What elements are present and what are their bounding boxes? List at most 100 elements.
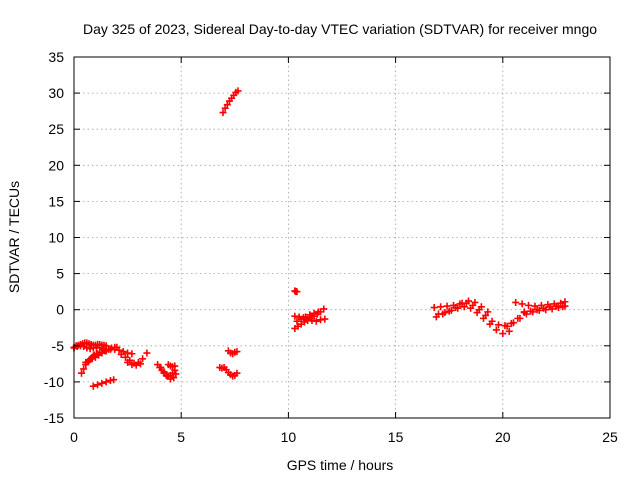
series-arc-11 xyxy=(164,361,179,371)
data-point xyxy=(115,346,123,354)
data-point xyxy=(320,305,328,313)
data-point xyxy=(484,308,492,316)
data-point xyxy=(233,369,241,377)
data-points xyxy=(70,87,569,390)
data-point xyxy=(98,348,106,356)
data-point xyxy=(139,355,147,363)
data-point xyxy=(518,300,526,308)
y-tick-label: -10 xyxy=(44,374,64,390)
data-point xyxy=(170,374,178,382)
data-point xyxy=(460,303,468,311)
data-point xyxy=(102,378,110,386)
x-tick-label: 25 xyxy=(602,429,618,445)
data-point xyxy=(471,298,479,306)
data-point xyxy=(557,299,565,307)
data-point xyxy=(80,343,88,351)
data-point xyxy=(499,330,507,338)
data-point xyxy=(293,288,301,296)
data-point xyxy=(302,313,310,321)
data-point xyxy=(445,307,453,315)
series-arc-5 xyxy=(89,345,136,360)
series-arc-10 xyxy=(154,361,180,383)
data-point xyxy=(510,319,518,327)
data-point xyxy=(171,362,179,370)
y-tick-label: -15 xyxy=(44,410,64,426)
data-point xyxy=(527,307,535,315)
data-point xyxy=(89,382,97,390)
data-point xyxy=(121,353,129,361)
data-point xyxy=(128,350,136,358)
grid xyxy=(74,57,610,418)
x-axis-label: GPS time / hours xyxy=(287,457,394,473)
data-point xyxy=(480,314,488,322)
y-axis-label: SDTVAR / TECUs xyxy=(6,181,22,293)
data-point xyxy=(166,375,174,383)
data-point xyxy=(124,358,132,366)
data-point xyxy=(306,311,314,319)
x-tick-label: 10 xyxy=(281,429,297,445)
data-point xyxy=(525,301,533,309)
data-point xyxy=(96,344,104,352)
data-point xyxy=(432,313,440,321)
y-tick-label: 25 xyxy=(48,121,64,137)
data-point xyxy=(98,379,106,387)
data-point xyxy=(516,314,524,322)
data-point xyxy=(293,317,301,325)
data-point xyxy=(512,298,520,306)
series-arc-14 xyxy=(219,87,242,117)
y-tick-label: 35 xyxy=(48,49,64,65)
series-arc-24 xyxy=(520,302,567,317)
series-arc-12 xyxy=(216,363,241,380)
axis-ticks: -15 -10 -5 0 5 10 15 20 25 30 35 0 5 10 15 20 25 xyxy=(44,49,618,445)
data-point xyxy=(546,303,554,311)
data-point xyxy=(486,320,494,328)
series-arc-15 xyxy=(291,287,301,296)
data-point xyxy=(221,104,229,112)
data-point xyxy=(89,352,97,360)
y-tick-label: 15 xyxy=(48,193,64,209)
series-arc-8 xyxy=(124,358,144,369)
data-point xyxy=(540,304,548,312)
data-point xyxy=(437,303,445,311)
data-point xyxy=(136,360,144,368)
data-point xyxy=(94,350,102,358)
data-point xyxy=(78,369,86,377)
data-point xyxy=(172,370,180,378)
data-point xyxy=(477,303,485,311)
data-point xyxy=(102,347,110,355)
data-point xyxy=(464,297,472,305)
y-tick-label: 0 xyxy=(56,302,64,318)
data-point xyxy=(94,381,102,389)
y-tick-label: 20 xyxy=(48,157,64,173)
x-tick-label: 20 xyxy=(495,429,511,445)
data-point xyxy=(117,350,125,358)
y-tick-label: -5 xyxy=(52,338,65,354)
data-point xyxy=(157,363,165,371)
data-point xyxy=(143,349,151,357)
data-point xyxy=(160,368,168,376)
data-point xyxy=(233,348,241,356)
data-point xyxy=(314,308,322,316)
data-point xyxy=(473,309,481,317)
data-point xyxy=(234,87,242,95)
x-tick-label: 15 xyxy=(388,429,404,445)
y-tick-label: 5 xyxy=(56,266,64,282)
data-point xyxy=(520,309,528,317)
y-tick-label: 10 xyxy=(48,230,64,246)
x-tick-label: 5 xyxy=(177,429,185,445)
data-point xyxy=(85,356,93,364)
data-point xyxy=(531,302,539,310)
series-arc-6 xyxy=(89,376,118,390)
data-point xyxy=(503,322,511,330)
data-point xyxy=(458,299,466,307)
data-point xyxy=(132,361,140,369)
series-arc-21 xyxy=(432,297,492,321)
series-arc-18 xyxy=(293,308,322,325)
data-point xyxy=(467,304,475,312)
data-point xyxy=(439,310,447,318)
data-point xyxy=(492,326,500,334)
data-point xyxy=(552,302,560,310)
data-point xyxy=(452,304,460,312)
